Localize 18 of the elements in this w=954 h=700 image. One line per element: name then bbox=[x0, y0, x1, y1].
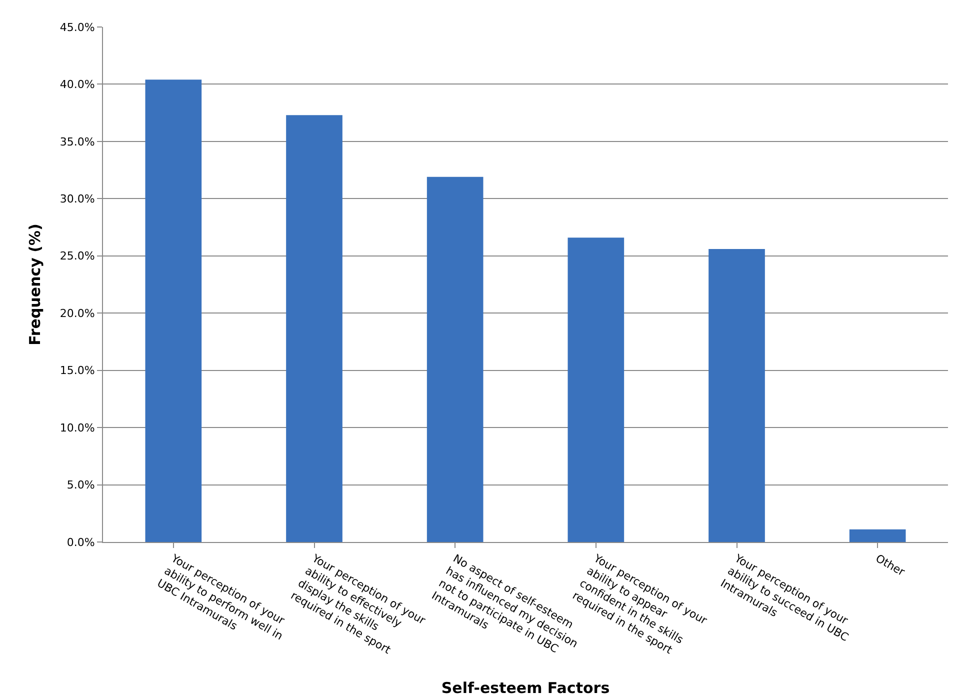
y-tick-label: 15.0% bbox=[60, 364, 95, 378]
y-tick-label: 35.0% bbox=[60, 135, 95, 148]
bar bbox=[145, 80, 202, 542]
y-tick-label: 20.0% bbox=[60, 306, 95, 320]
y-tick-label: 5.0% bbox=[66, 478, 95, 492]
bar bbox=[568, 238, 624, 542]
bar bbox=[286, 115, 342, 542]
y-tick-label: 0.0% bbox=[66, 536, 95, 549]
x-axis-title: Self-esteem Factors bbox=[441, 679, 610, 698]
y-tick-label: 45.0% bbox=[60, 20, 95, 34]
y-axis-title: Frequency (%) bbox=[26, 224, 44, 346]
y-tick-label: 10.0% bbox=[60, 421, 95, 434]
bar bbox=[708, 249, 765, 542]
y-tick-label: 40.0% bbox=[60, 78, 95, 92]
bar bbox=[426, 176, 484, 542]
y-tick-label: 30.0% bbox=[60, 192, 95, 206]
y-tick-label: 25.0% bbox=[60, 250, 95, 263]
bar bbox=[849, 529, 906, 542]
